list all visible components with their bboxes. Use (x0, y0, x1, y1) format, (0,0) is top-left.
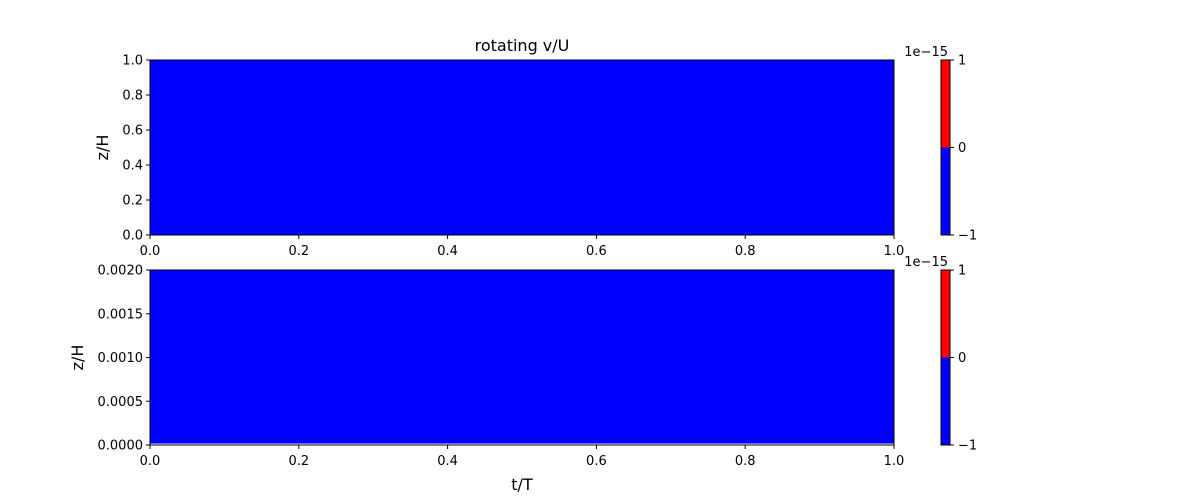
y-tick-label: 0.0 (122, 229, 143, 244)
x-axis-label: t/T (511, 475, 533, 494)
y-tick-label: 0.0005 (98, 395, 144, 410)
y-tick-label: 0.2 (122, 194, 143, 209)
x-tick-label: 0.2 (288, 244, 309, 259)
y-axis-label: z/H (93, 135, 112, 161)
y-tick-label: 0.0020 (98, 264, 144, 279)
axes-frame (149, 59, 895, 236)
colorbar: −1 0 1 1e−15 (904, 45, 977, 244)
plots: 0.0 0.2 0.4 0.6 0.8 1.0 0.0 0.2 0.4 0.6 0.8 1.0 rota… (68, 36, 977, 494)
colorbar-level (941, 147, 950, 235)
colorbar-tick-label: 0 (958, 351, 966, 366)
x-tick-label: 0.8 (735, 454, 756, 469)
chart-title: rotating v/U (475, 36, 570, 55)
x-tick-label: 0.6 (586, 244, 607, 259)
colorbar-tick-label: 0 (958, 141, 966, 156)
y-axis-label: z/H (68, 345, 87, 371)
colorbar-tick-label: 1 (958, 264, 966, 279)
colorbar-tick-label: −1 (958, 439, 977, 454)
y-tick-label: 0.0010 (98, 351, 144, 366)
x-tick-label: 0.8 (735, 244, 756, 259)
colorbar-level (941, 357, 950, 445)
y-tick-label: 0.0015 (98, 307, 144, 322)
y-tick-label: 0.4 (122, 159, 143, 174)
colorbar: −1 0 1 1e−15 (904, 255, 977, 454)
x-tick-label: 0.4 (437, 244, 458, 259)
x-tick-label: 0.6 (586, 454, 607, 469)
heatmap-field (150, 60, 894, 235)
y-tick-label: 0.8 (122, 89, 143, 104)
heatmap-field (150, 270, 894, 444)
colorbar-tick-label: −1 (958, 229, 977, 244)
x-tick-label: 1.0 (884, 454, 905, 469)
plot-panel-1: 0.0 0.2 0.4 0.6 0.8 1.0 0.0 0.2 0.4 0.6 0.8 1.0 rota… (93, 36, 977, 259)
x-tick-label: 0.0 (140, 454, 161, 469)
y-tick-label: 0.0000 (98, 439, 144, 454)
x-tick-label: 1.0 (884, 244, 905, 259)
x-tick-label: 0.0 (140, 244, 161, 259)
y-tick-label: 1.0 (122, 54, 143, 69)
colorbar-tick-label: 1 (958, 54, 966, 69)
x-tick-label: 0.4 (437, 454, 458, 469)
colorbar-offset-label: 1e−15 (904, 45, 948, 60)
x-tick-label: 0.2 (288, 454, 309, 469)
plot-panel-2: 0.0 0.2 0.4 0.6 0.8 1.0 0.0000 0.0005 0.0010 0.00… (68, 255, 977, 494)
colorbar-level (941, 60, 950, 148)
colorbar-offset-label: 1e−15 (904, 255, 948, 270)
colorbar-level (941, 270, 950, 358)
y-tick-label: 0.6 (122, 124, 143, 139)
